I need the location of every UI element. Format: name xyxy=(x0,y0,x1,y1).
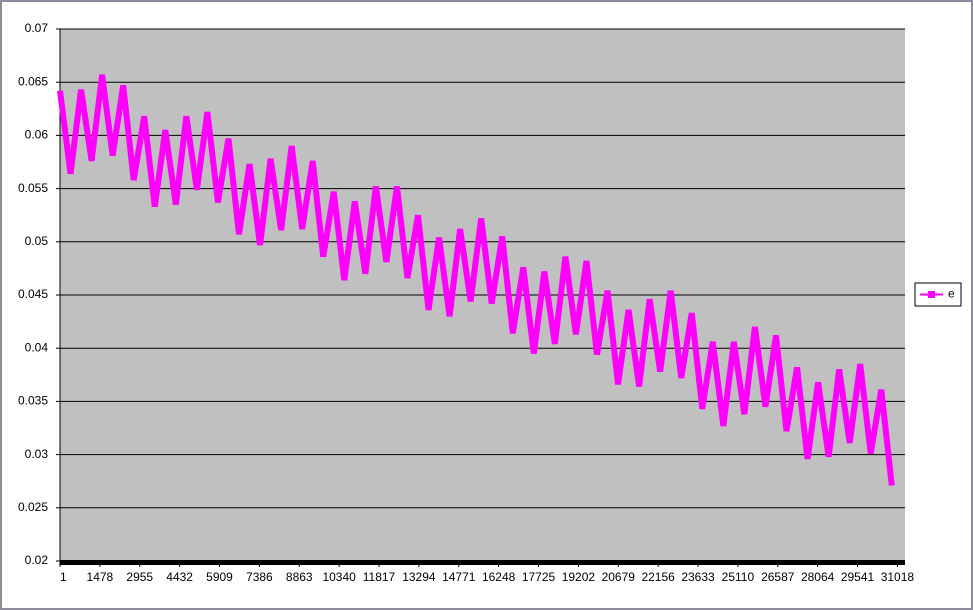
y-tick-label: 0.025 xyxy=(18,500,48,514)
x-tick-label: 7386 xyxy=(246,570,273,584)
x-tick-label: 20679 xyxy=(602,570,636,584)
x-tick-label: 5909 xyxy=(206,570,233,584)
x-tick-label: 10340 xyxy=(322,570,356,584)
y-tick-label: 0.06 xyxy=(25,128,49,142)
x-axis xyxy=(60,560,905,565)
x-tick-label: 4432 xyxy=(166,570,193,584)
x-tick-label: 25110 xyxy=(722,570,755,584)
x-tick-label: 14771 xyxy=(442,570,476,584)
x-tick-label: 13294 xyxy=(402,570,436,584)
x-tick-label: 2955 xyxy=(126,570,153,584)
x-tick-label: 19202 xyxy=(562,570,596,584)
x-tick-label: 29541 xyxy=(841,570,875,584)
y-tick-label: 0.02 xyxy=(25,553,49,567)
y-tick-label: 0.035 xyxy=(18,394,48,408)
x-tick-label: 23633 xyxy=(681,570,715,584)
x-tick-label: 22156 xyxy=(641,570,675,584)
x-tick-label: 26587 xyxy=(761,570,795,584)
y-tick-label: 0.045 xyxy=(18,287,48,301)
x-tick-label: 11817 xyxy=(363,570,396,584)
legend-marker xyxy=(928,291,935,298)
x-tick-label: 16248 xyxy=(482,570,516,584)
y-tick-label: 0.04 xyxy=(25,340,49,354)
x-tick-label: 1478 xyxy=(87,570,114,584)
y-tick-label: 0.05 xyxy=(25,234,49,248)
x-tick-label: 31018 xyxy=(881,570,915,584)
x-tick-label: 1 xyxy=(60,570,67,584)
x-tick-label: 17725 xyxy=(522,570,556,584)
legend-label: e xyxy=(948,287,955,301)
data-line xyxy=(57,74,895,486)
y-tick-label: 0.03 xyxy=(25,447,49,461)
y-tick-label: 0.055 xyxy=(18,181,48,195)
y-tick-label: 0.065 xyxy=(18,74,48,88)
y-tick-label: 0.07 xyxy=(25,21,49,35)
x-tick-label: 28064 xyxy=(801,570,835,584)
x-tick-label: 8863 xyxy=(286,570,313,584)
